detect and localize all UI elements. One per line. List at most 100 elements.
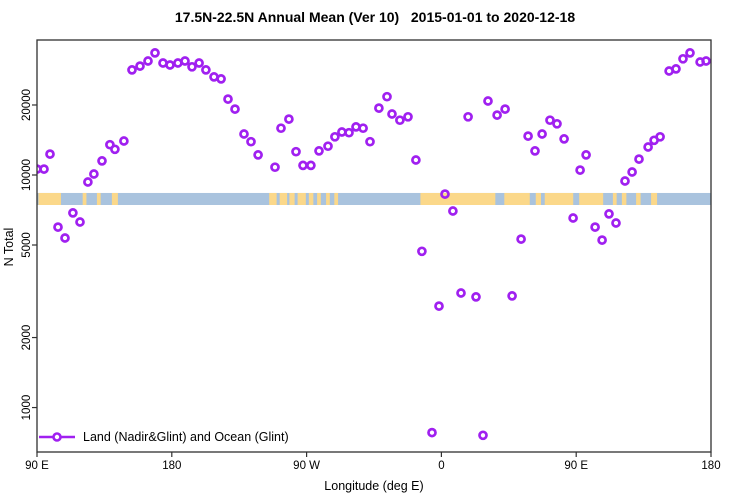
data-point [492,110,502,120]
data-point [60,233,70,243]
data-point [276,123,286,134]
data-point [655,131,665,142]
data-point [559,134,569,144]
map-strip-land-segment [535,192,542,205]
data-point [83,177,93,187]
map-strip-land-segment [96,192,101,205]
legend-label: Land (Nadir&Glint) and Ocean (Glint) [83,430,289,444]
data-point [590,222,600,232]
data-point [440,189,450,199]
x-axis-label: Longitude (deg E) [324,479,424,493]
data-point [45,149,55,159]
data-point [323,141,333,152]
data-point [180,56,190,66]
map-strip-land-segment [308,192,314,205]
data-point [39,164,49,174]
data-point [68,208,78,218]
x-tick-label: 90 E [564,460,588,472]
data-point [448,206,458,216]
map-strip-land-segment [579,192,604,205]
data-point [597,235,607,245]
data-point [456,288,466,298]
data-point [387,109,397,119]
map-strip-land-segment [38,192,61,205]
data-point [194,58,204,68]
data-point [75,217,85,227]
x-tick-label: 90 E [25,460,49,472]
chart-title: 17.5N-22.5N Annual Mean (Ver 10) 2015-01… [174,9,576,25]
map-strip-land-segment [636,192,641,205]
data-point [284,114,294,124]
map-strip-land-segment [651,192,658,205]
data-point [620,176,630,186]
map-strip-ocean [37,192,711,205]
legend: Land (Nadir&Glint) and Ocean (Glint) [38,430,289,444]
map-strip-land-segment [420,192,496,205]
map-strip-land-segment [111,192,118,205]
data-point [291,146,301,157]
data-point [552,118,562,129]
plot-border [36,39,712,453]
data-point [411,155,421,165]
x-tick-label: 180 [701,460,720,472]
data-point [110,144,120,155]
x-tick-label: 0 [438,460,444,472]
map-strip-land-segment [82,192,87,205]
data-point [463,111,473,122]
data-point [403,111,413,122]
x-tick-label: 180 [162,460,181,472]
data-point [500,104,510,114]
map-strip-land-segment [334,192,339,205]
data-point [395,115,405,126]
data-point [643,142,653,152]
map-strip-land-segment [504,192,530,205]
map-strip-land-segment [317,192,321,205]
x-tick-label: 90 W [293,460,320,472]
data-point [201,65,211,75]
data-point [150,48,160,58]
data-point [604,209,614,219]
data-point [119,136,129,146]
data-point [246,136,256,147]
data-point [216,74,226,84]
data-point [671,64,681,74]
y-tick-label: 5000 [21,232,33,258]
data-point [507,291,517,301]
data-point [568,213,578,223]
data-point [701,56,711,66]
data-point [611,218,621,228]
data-point [530,146,540,156]
y-tick-label: 2000 [21,325,33,351]
map-strip-land-segment [612,192,617,205]
data-point [523,131,533,141]
data-point [382,91,392,102]
y-axis-label: N Total [2,227,16,267]
map-strip-land-segment [297,192,306,205]
data-point [298,160,308,171]
data-point [417,246,427,257]
map-strip-land-segment [326,192,330,205]
data-point [685,48,695,58]
data-point [223,94,233,104]
data-point [365,136,375,147]
data-point [678,53,688,64]
data-point [253,150,263,160]
data-point [516,234,526,244]
data-point [53,222,63,232]
data-point [330,131,340,142]
data-point [374,103,384,113]
map-strip-land-segment [544,192,574,205]
data-point [314,146,324,156]
data-point [575,165,585,175]
data-point [471,292,481,302]
data-point [358,123,368,134]
data-point [143,56,153,66]
y-tick-label: 10000 [21,159,33,191]
map-strip-land-segment [279,192,288,205]
data-point [127,65,137,75]
data-point [483,96,493,106]
data-point [239,129,249,139]
data-point [230,104,240,114]
